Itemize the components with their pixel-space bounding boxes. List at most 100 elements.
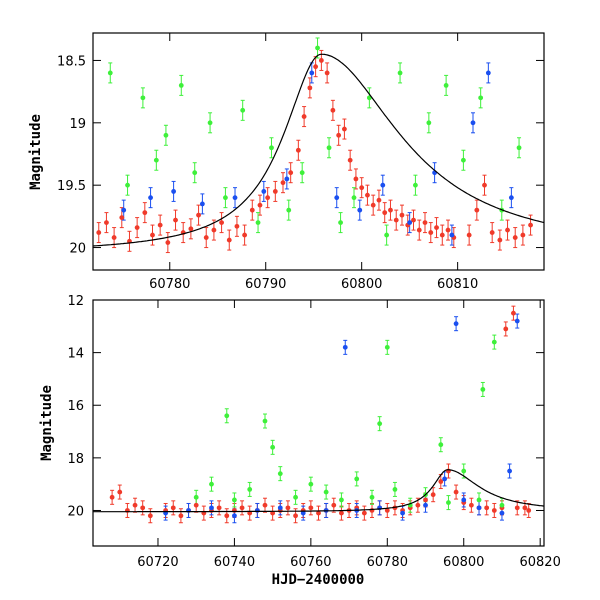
top-blue-point xyxy=(171,189,177,194)
top-red-point xyxy=(203,235,209,240)
bottom-x-tick-label: 60800 xyxy=(443,555,484,570)
top-red-point xyxy=(196,212,201,218)
top-red-point xyxy=(318,58,324,63)
bottom-x-tick-label: 60760 xyxy=(290,555,331,570)
bottom-model-curve xyxy=(93,469,544,513)
top-blue-point xyxy=(232,195,238,201)
top-red-point xyxy=(466,232,472,238)
top-red-point xyxy=(365,192,370,198)
top-red-point xyxy=(370,202,376,208)
top-y-ticks: 18.5 19 19.5 20 xyxy=(57,54,544,257)
bottom-green-point xyxy=(461,468,467,474)
top-green-point xyxy=(384,232,390,238)
top-red-point xyxy=(173,217,178,223)
bottom-red-point xyxy=(216,505,222,511)
top-red-point xyxy=(301,114,307,119)
bottom-red-point xyxy=(224,513,230,519)
top-green-point xyxy=(163,132,169,138)
bottom-green-point xyxy=(293,494,298,500)
top-red-point xyxy=(134,225,140,230)
bottom-green-point xyxy=(232,497,237,503)
top-green-point xyxy=(269,145,274,151)
top-red-point xyxy=(257,202,263,208)
top-green-point xyxy=(140,95,146,101)
top-data-points xyxy=(96,45,533,245)
top-blue-point xyxy=(199,201,205,207)
bottom-green-point xyxy=(193,494,199,500)
top-red-point xyxy=(497,237,503,243)
top-red-point xyxy=(505,227,510,233)
top-red-point xyxy=(142,210,148,216)
bottom-green-point xyxy=(392,487,398,492)
top-red-point xyxy=(188,226,194,232)
top-red-point xyxy=(416,227,422,233)
bottom-red-point xyxy=(293,513,298,519)
bottom-red-point xyxy=(522,505,528,511)
bottom-x-tick-label: 60720 xyxy=(137,555,178,570)
bottom-red-point xyxy=(132,502,138,508)
top-red-point xyxy=(330,107,336,113)
top-red-point xyxy=(226,237,232,243)
top-blue-point xyxy=(284,176,290,182)
bottom-red-point xyxy=(117,489,123,495)
top-red-point xyxy=(376,197,382,203)
top-red-point xyxy=(434,225,439,230)
bottom-green-point xyxy=(384,344,390,350)
top-blue-point xyxy=(309,70,315,76)
top-red-point xyxy=(234,223,240,229)
bottom-red-point xyxy=(415,502,421,508)
bottom-red-point xyxy=(262,502,268,508)
top-red-point xyxy=(474,207,480,213)
bottom-green-point xyxy=(339,497,344,503)
bottom-red-point xyxy=(140,505,146,511)
top-green-point xyxy=(286,207,292,213)
top-panel-frame xyxy=(92,32,545,271)
top-red-point xyxy=(111,235,117,240)
top-red-point xyxy=(96,230,102,235)
top-x-tick-label: 60810 xyxy=(437,277,478,292)
top-blue-point xyxy=(334,195,340,201)
top-blue-point xyxy=(485,70,491,76)
top-red-point xyxy=(324,70,330,76)
bottom-y-tick-label: 20 xyxy=(67,504,84,519)
top-green-point xyxy=(240,107,246,113)
bottom-red-point xyxy=(285,505,291,511)
bottom-red-point xyxy=(339,510,344,516)
bottom-y-tick-label: 14 xyxy=(67,347,84,362)
top-error-bars xyxy=(96,37,533,254)
bottom-blue-point xyxy=(514,318,520,324)
top-green-point xyxy=(516,145,522,151)
bottom-blue-point xyxy=(277,505,283,511)
bottom-red-point xyxy=(384,508,390,513)
top-red-point xyxy=(422,220,428,226)
bottom-red-point xyxy=(491,508,497,513)
top-red-point xyxy=(336,132,342,138)
top-red-point xyxy=(428,230,434,235)
top-green-point xyxy=(315,45,320,51)
bottom-green-point xyxy=(262,418,268,424)
bottom-green-point xyxy=(277,471,283,477)
bottom-green-point xyxy=(499,502,505,508)
top-red-point xyxy=(150,232,155,238)
bottom-green-point xyxy=(354,476,360,482)
bottom-blue-point xyxy=(507,468,513,474)
bottom-green-point xyxy=(308,481,314,487)
top-green-point xyxy=(223,195,228,201)
bottom-green-point xyxy=(369,494,375,500)
top-red-point xyxy=(520,232,526,238)
top-red-point xyxy=(388,207,393,213)
bottom-x-ticks: 60720 60740 60760 60780 60800 60820 xyxy=(137,300,561,570)
top-red-point xyxy=(211,227,217,233)
top-blue-point xyxy=(121,207,127,213)
top-red-point xyxy=(272,189,278,194)
bottom-green-point xyxy=(438,442,444,448)
bottom-blue-point xyxy=(442,476,448,482)
top-red-point xyxy=(119,215,125,221)
top-blue-point xyxy=(508,195,514,201)
top-x-tick-label: 60780 xyxy=(149,277,190,292)
top-red-point xyxy=(242,232,248,238)
top-red-point xyxy=(307,85,313,91)
top-red-point xyxy=(219,220,224,226)
bottom-green-point xyxy=(224,413,230,419)
top-red-point xyxy=(411,217,416,223)
